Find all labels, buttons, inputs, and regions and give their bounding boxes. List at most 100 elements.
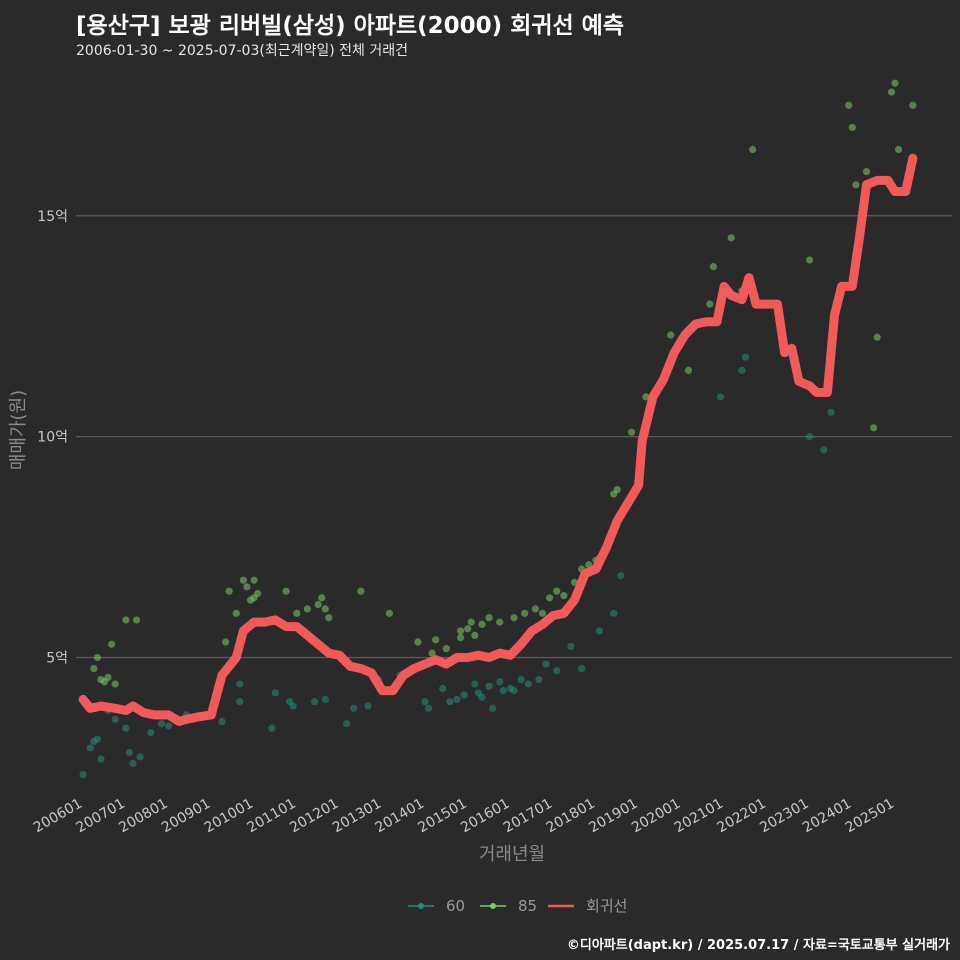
data-point-60 (424, 704, 433, 712)
data-point-85 (706, 300, 714, 308)
data-point-85 (239, 576, 247, 584)
data-point-60 (460, 691, 468, 699)
data-point-85 (464, 625, 472, 633)
y-tick-label: 5억 (46, 650, 68, 666)
data-point-85 (318, 594, 326, 602)
data-point-85 (873, 333, 881, 341)
data-point-85 (93, 653, 101, 662)
series-60-points (79, 353, 835, 779)
data-point-85 (521, 609, 529, 617)
chart-subtitle: 2006-01-30 ~ 2025-07-03(최근계약일) 전체 거래건 (76, 43, 408, 59)
x-tick-label: 202501 (843, 796, 897, 837)
data-point-60 (111, 715, 119, 723)
data-point-85 (478, 620, 486, 628)
data-point-85 (442, 645, 450, 653)
data-point-60 (610, 609, 618, 617)
data-point-60 (268, 724, 276, 732)
data-point-60 (164, 722, 173, 730)
data-point-60 (553, 667, 561, 675)
data-point-85 (250, 576, 258, 584)
data-point-85 (560, 592, 568, 600)
data-point-85 (456, 627, 465, 635)
legend-label: 85 (518, 897, 537, 915)
data-point-60 (805, 433, 814, 441)
data-point-60 (125, 748, 134, 757)
data-point-60 (595, 627, 604, 635)
data-point-60 (218, 717, 226, 726)
data-point-60 (524, 680, 532, 688)
data-point-60 (738, 366, 746, 374)
data-point-85 (845, 101, 853, 109)
data-point-85 (627, 428, 636, 436)
data-point-85 (225, 587, 233, 595)
data-point-60 (471, 680, 479, 688)
legend-item-reg: 회귀선 (548, 897, 627, 915)
data-point-85 (870, 424, 878, 432)
data-point-85 (485, 614, 493, 622)
x-axis-ticks: 2006012007012008012009012010012011012012… (31, 796, 897, 837)
data-point-60 (93, 735, 101, 743)
data-point-60 (741, 353, 750, 361)
data-point-60 (79, 770, 87, 779)
data-point-60 (421, 698, 429, 706)
data-point-60 (129, 759, 137, 768)
data-point-85 (122, 616, 130, 624)
data-point-85 (254, 589, 262, 598)
data-point-60 (86, 744, 94, 752)
data-point-60 (147, 728, 155, 737)
data-point-60 (97, 755, 105, 763)
data-point-60 (122, 724, 130, 732)
y-axis-title: 매매가(원) (8, 390, 29, 470)
data-point-85 (108, 640, 116, 648)
data-point-85 (467, 618, 475, 626)
data-point-60 (236, 698, 244, 706)
data-point-85 (727, 234, 735, 242)
data-point-85 (357, 587, 365, 595)
data-point-60 (439, 684, 447, 693)
data-point-60 (820, 446, 828, 454)
data-point-85 (891, 79, 899, 87)
data-point-85 (385, 609, 393, 617)
data-point-60 (485, 682, 493, 690)
data-point-85 (303, 605, 312, 613)
series-85-points (90, 79, 917, 688)
data-point-85 (887, 88, 896, 96)
data-point-85 (709, 262, 718, 271)
data-point-60 (289, 702, 297, 710)
source-caption: ©디아파트(dapt.kr) / 2025.07.17 / 자료=국토교통부 실… (566, 938, 950, 953)
data-point-85 (531, 605, 539, 613)
data-point-85 (321, 605, 329, 613)
data-point-60 (136, 753, 144, 761)
data-point-60 (446, 698, 454, 706)
data-point-85 (862, 167, 871, 176)
data-point-85 (613, 486, 621, 494)
data-point-60 (321, 695, 329, 704)
data-point-85 (90, 664, 98, 673)
data-point-60 (499, 687, 507, 695)
legend: 60 85 회귀선 (408, 897, 627, 915)
data-point-85 (894, 145, 903, 154)
legend-label: 회귀선 (586, 897, 627, 915)
data-point-85 (456, 634, 465, 642)
data-point-85 (848, 123, 856, 132)
legend-item-85: 85 (480, 897, 537, 915)
data-point-85 (314, 600, 322, 609)
data-point-85 (642, 393, 650, 401)
data-point-60 (478, 693, 486, 701)
data-point-60 (453, 695, 461, 704)
data-point-60 (517, 675, 525, 684)
data-point-85 (428, 649, 436, 657)
data-point-60 (827, 408, 835, 416)
data-point-60 (535, 675, 543, 684)
data-point-85 (232, 609, 240, 617)
data-point-85 (546, 594, 554, 602)
data-point-60 (489, 704, 497, 712)
data-point-85 (684, 366, 693, 374)
data-point-85 (293, 609, 301, 617)
legend-label: 60 (446, 897, 465, 915)
data-point-85 (852, 181, 860, 189)
data-point-85 (805, 256, 814, 264)
data-point-85 (132, 616, 141, 624)
data-point-85 (496, 618, 504, 626)
